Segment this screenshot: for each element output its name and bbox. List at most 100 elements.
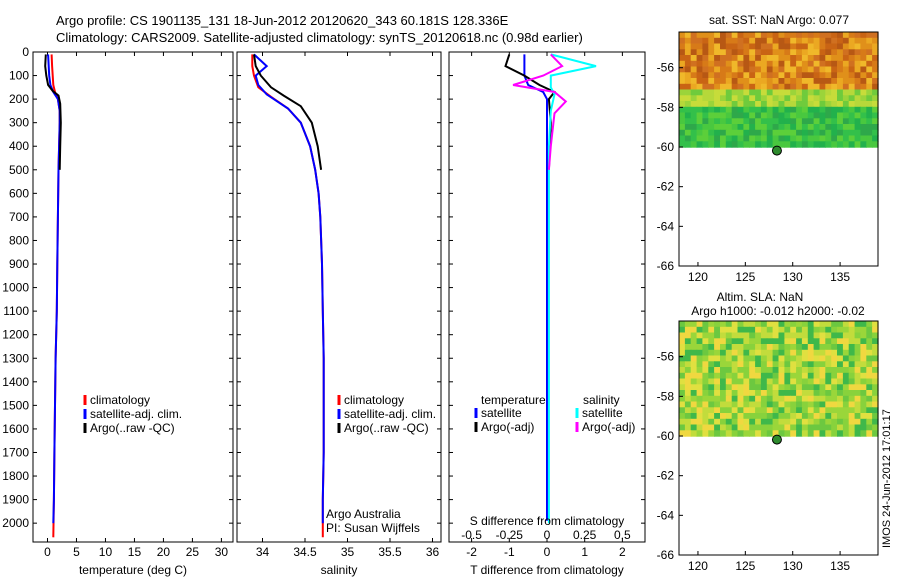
heatmap-cell	[731, 141, 739, 148]
heatmap-cell	[696, 95, 704, 102]
heatmap-cell	[766, 101, 774, 108]
heatmap-cell	[725, 37, 733, 45]
heatmap-cell	[702, 390, 709, 397]
heatmap-cell	[755, 430, 762, 437]
heatmap-cell	[837, 332, 844, 339]
heatmap-cell	[807, 401, 815, 408]
heatmap-cell	[813, 78, 821, 85]
heatmap-cell	[854, 367, 862, 374]
heatmap-cell	[784, 326, 791, 334]
heatmap-cell	[866, 418, 873, 426]
heatmap-cell	[696, 106, 704, 114]
heatmap-cell	[778, 37, 785, 45]
heatmap-cell	[825, 384, 832, 391]
x-tick-label: 36	[426, 545, 440, 559]
heatmap-cell	[837, 106, 844, 114]
heatmap-cell	[772, 338, 780, 345]
heatmap-cell	[872, 372, 879, 380]
heatmap-cell	[679, 326, 686, 334]
heatmap-cell	[854, 326, 862, 334]
heatmap-cell	[743, 349, 750, 357]
heatmap-cell	[714, 372, 721, 380]
heatmap-cell	[696, 78, 704, 85]
heatmap-cell	[860, 66, 867, 73]
heatmap-cell	[702, 430, 709, 437]
heatmap-cell	[854, 401, 862, 408]
heatmap-cell	[807, 95, 815, 102]
heatmap-cell	[872, 361, 879, 368]
heatmap-cell	[766, 361, 774, 368]
heatmap-cell	[842, 349, 850, 357]
heatmap-cell	[819, 112, 826, 119]
heatmap-cell	[837, 418, 844, 426]
heatmap-cell	[807, 332, 815, 339]
heatmap-cell	[854, 355, 862, 362]
heatmap-cell	[714, 141, 721, 148]
heatmap-cell	[772, 407, 780, 414]
heatmap-cell	[708, 55, 715, 62]
heatmap-cell	[784, 78, 791, 85]
heatmap-cell	[749, 141, 756, 148]
heatmap-cell	[720, 321, 727, 328]
heatmap-cell	[831, 141, 838, 148]
heatmap-cell	[819, 32, 826, 39]
heatmap-cell	[749, 60, 756, 68]
heatmap-cell	[813, 89, 821, 96]
heatmap-cell	[825, 78, 832, 85]
heatmap-cell	[737, 372, 744, 380]
heatmap-cell	[679, 55, 686, 62]
heatmap-cell	[702, 106, 709, 114]
heatmap-cell	[825, 338, 832, 345]
heatmap-cell	[866, 321, 873, 328]
heatmap-cell	[825, 407, 832, 414]
x-tick-label: 125	[735, 270, 755, 284]
heatmap-cell	[790, 106, 797, 114]
heatmap-cell	[784, 32, 791, 39]
heatmap-cell	[743, 112, 750, 119]
heatmap-cell	[702, 83, 709, 91]
heatmap-cell	[796, 60, 803, 68]
heatmap-cell	[690, 372, 698, 380]
heatmap-cell	[866, 401, 873, 408]
heatmap-cell	[860, 95, 867, 102]
credit-pi: PI: Susan Wijffels	[326, 521, 420, 535]
heatmap-cell	[737, 384, 744, 391]
heatmap-cell	[720, 390, 727, 397]
heatmap-cell	[720, 60, 727, 68]
heatmap-cell	[684, 430, 692, 437]
heatmap-cell	[760, 60, 768, 68]
heatmap-cell	[743, 413, 750, 420]
heatmap-cell	[731, 32, 739, 39]
heatmap-cell	[749, 72, 756, 79]
heatmap-cell	[796, 326, 803, 334]
heatmap-cell	[848, 332, 856, 339]
heatmap-cell	[854, 118, 862, 125]
heatmap-cell	[684, 367, 692, 374]
heatmap-cell	[737, 72, 744, 79]
x-tick-label: 125	[735, 559, 755, 573]
heatmap-cell	[831, 372, 838, 380]
y-tick-label: 1200	[2, 328, 29, 342]
heatmap-cell	[749, 413, 756, 420]
heatmap-cell	[743, 430, 750, 437]
heatmap-cell	[866, 106, 873, 114]
heatmap-cell	[772, 401, 780, 408]
heatmap-cell	[813, 407, 821, 414]
heatmap-cell	[684, 378, 692, 385]
heatmap-cell	[743, 395, 750, 403]
heatmap-cell	[749, 112, 756, 119]
heatmap-cell	[848, 141, 856, 148]
heatmap-cell	[807, 118, 815, 125]
sla-map-title-line-1: Altim. SLA: NaN	[717, 290, 804, 304]
heatmap-cell	[714, 355, 721, 362]
heatmap-cell	[825, 37, 832, 45]
heatmap-cell	[731, 326, 739, 334]
heatmap-cell	[679, 424, 686, 431]
heatmap-cell	[755, 49, 762, 56]
heatmap-cell	[737, 407, 744, 414]
heatmap-cell	[725, 326, 733, 334]
heatmap-cell	[848, 72, 856, 79]
y-tick-label: 200	[9, 92, 29, 106]
heatmap-cell	[737, 89, 744, 96]
heatmap-cell	[807, 361, 815, 368]
